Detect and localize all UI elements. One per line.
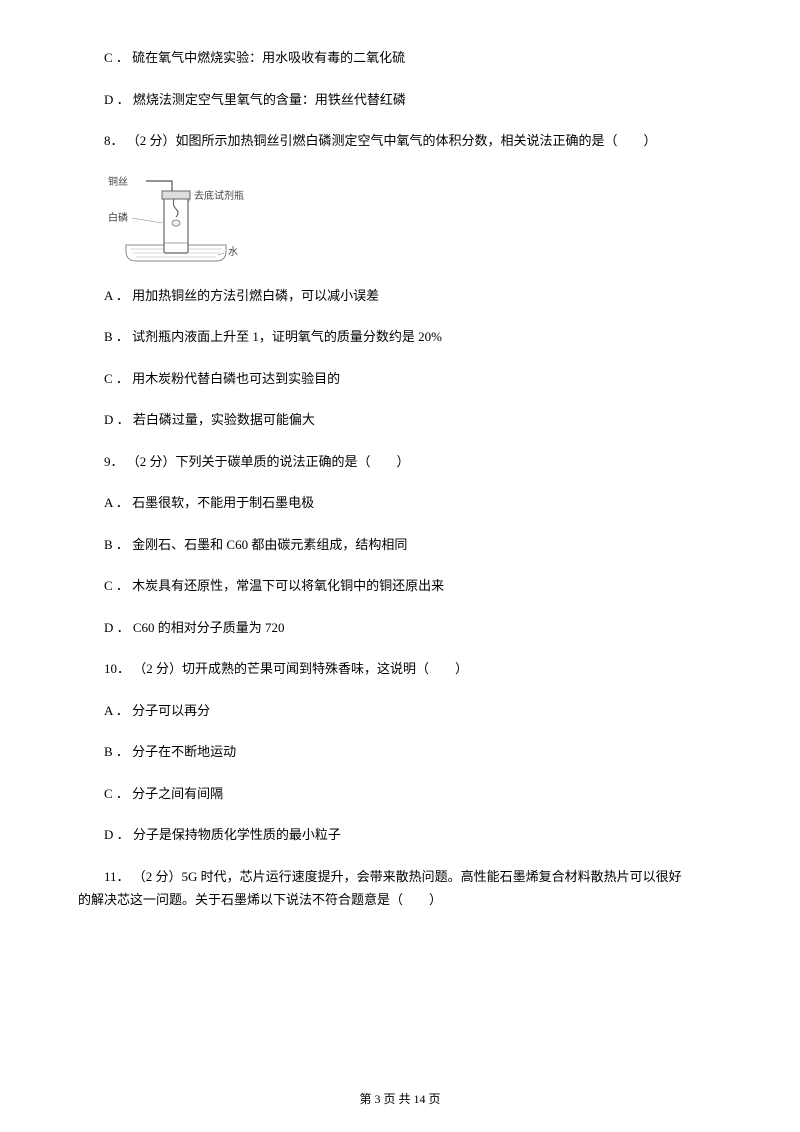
option-a-q10: A ． 分子可以再分 bbox=[78, 701, 722, 721]
question-11-line1: 11． （2 分）5G 时代，芯片运行速度提升，会带来散热问题。高性能石墨烯复合… bbox=[78, 867, 722, 887]
option-c-q10: C ． 分子之间有间隔 bbox=[78, 784, 722, 804]
option-d-q8: D ． 若白磷过量，实验数据可能偏大 bbox=[78, 410, 722, 430]
question-8: 8． （2 分）如图所示加热铜丝引燃白磷测定空气中氧气的体积分数，相关说法正确的… bbox=[78, 131, 722, 151]
option-a-q8: A ． 用加热铜丝的方法引燃白磷，可以减小误差 bbox=[78, 286, 722, 306]
label-water: 水 bbox=[228, 246, 238, 258]
option-a-q9: A ． 石墨很软，不能用于制石墨电极 bbox=[78, 493, 722, 513]
option-d-q10: D ． 分子是保持物质化学性质的最小粒子 bbox=[78, 825, 722, 845]
option-b-q9: B ． 金刚石、石墨和 C60 都由碳元素组成，结构相同 bbox=[78, 535, 722, 555]
option-d-q9: D ． C60 的相对分子质量为 720 bbox=[78, 618, 722, 638]
page-footer: 第 3 页 共 14 页 bbox=[0, 1090, 800, 1108]
question-9: 9． （2 分）下列关于碳单质的说法正确的是（ ） bbox=[78, 452, 722, 472]
question-11-line2: 的解决芯这一问题。关于石墨烯以下说法不符合题意是（ ） bbox=[78, 890, 722, 910]
option-b-q8: B ． 试剂瓶内液面上升至 1，证明氧气的质量分数约是 20% bbox=[78, 327, 722, 347]
experiment-diagram: 铜丝 白磷 去底试剂瓶 水 bbox=[106, 173, 246, 268]
option-b-q10: B ． 分子在不断地运动 bbox=[78, 742, 722, 762]
label-bottle: 去底试剂瓶 bbox=[194, 189, 244, 202]
label-white-phosphorus: 白磷 bbox=[108, 211, 128, 224]
option-d-q7: D ． 燃烧法测定空气里氧气的含量：用铁丝代替红磷 bbox=[78, 90, 722, 110]
option-c-q8: C ． 用木炭粉代替白磷也可达到实验目的 bbox=[78, 369, 722, 389]
option-c-q7: C ． 硫在氧气中燃烧实验：用水吸收有毒的二氧化硫 bbox=[78, 48, 722, 68]
label-copper-wire: 铜丝 bbox=[108, 176, 128, 188]
question-10: 10． （2 分）切开成熟的芒果可闻到特殊香味，这说明（ ） bbox=[78, 659, 722, 679]
option-c-q9: C ． 木炭具有还原性，常温下可以将氧化铜中的铜还原出来 bbox=[78, 576, 722, 596]
